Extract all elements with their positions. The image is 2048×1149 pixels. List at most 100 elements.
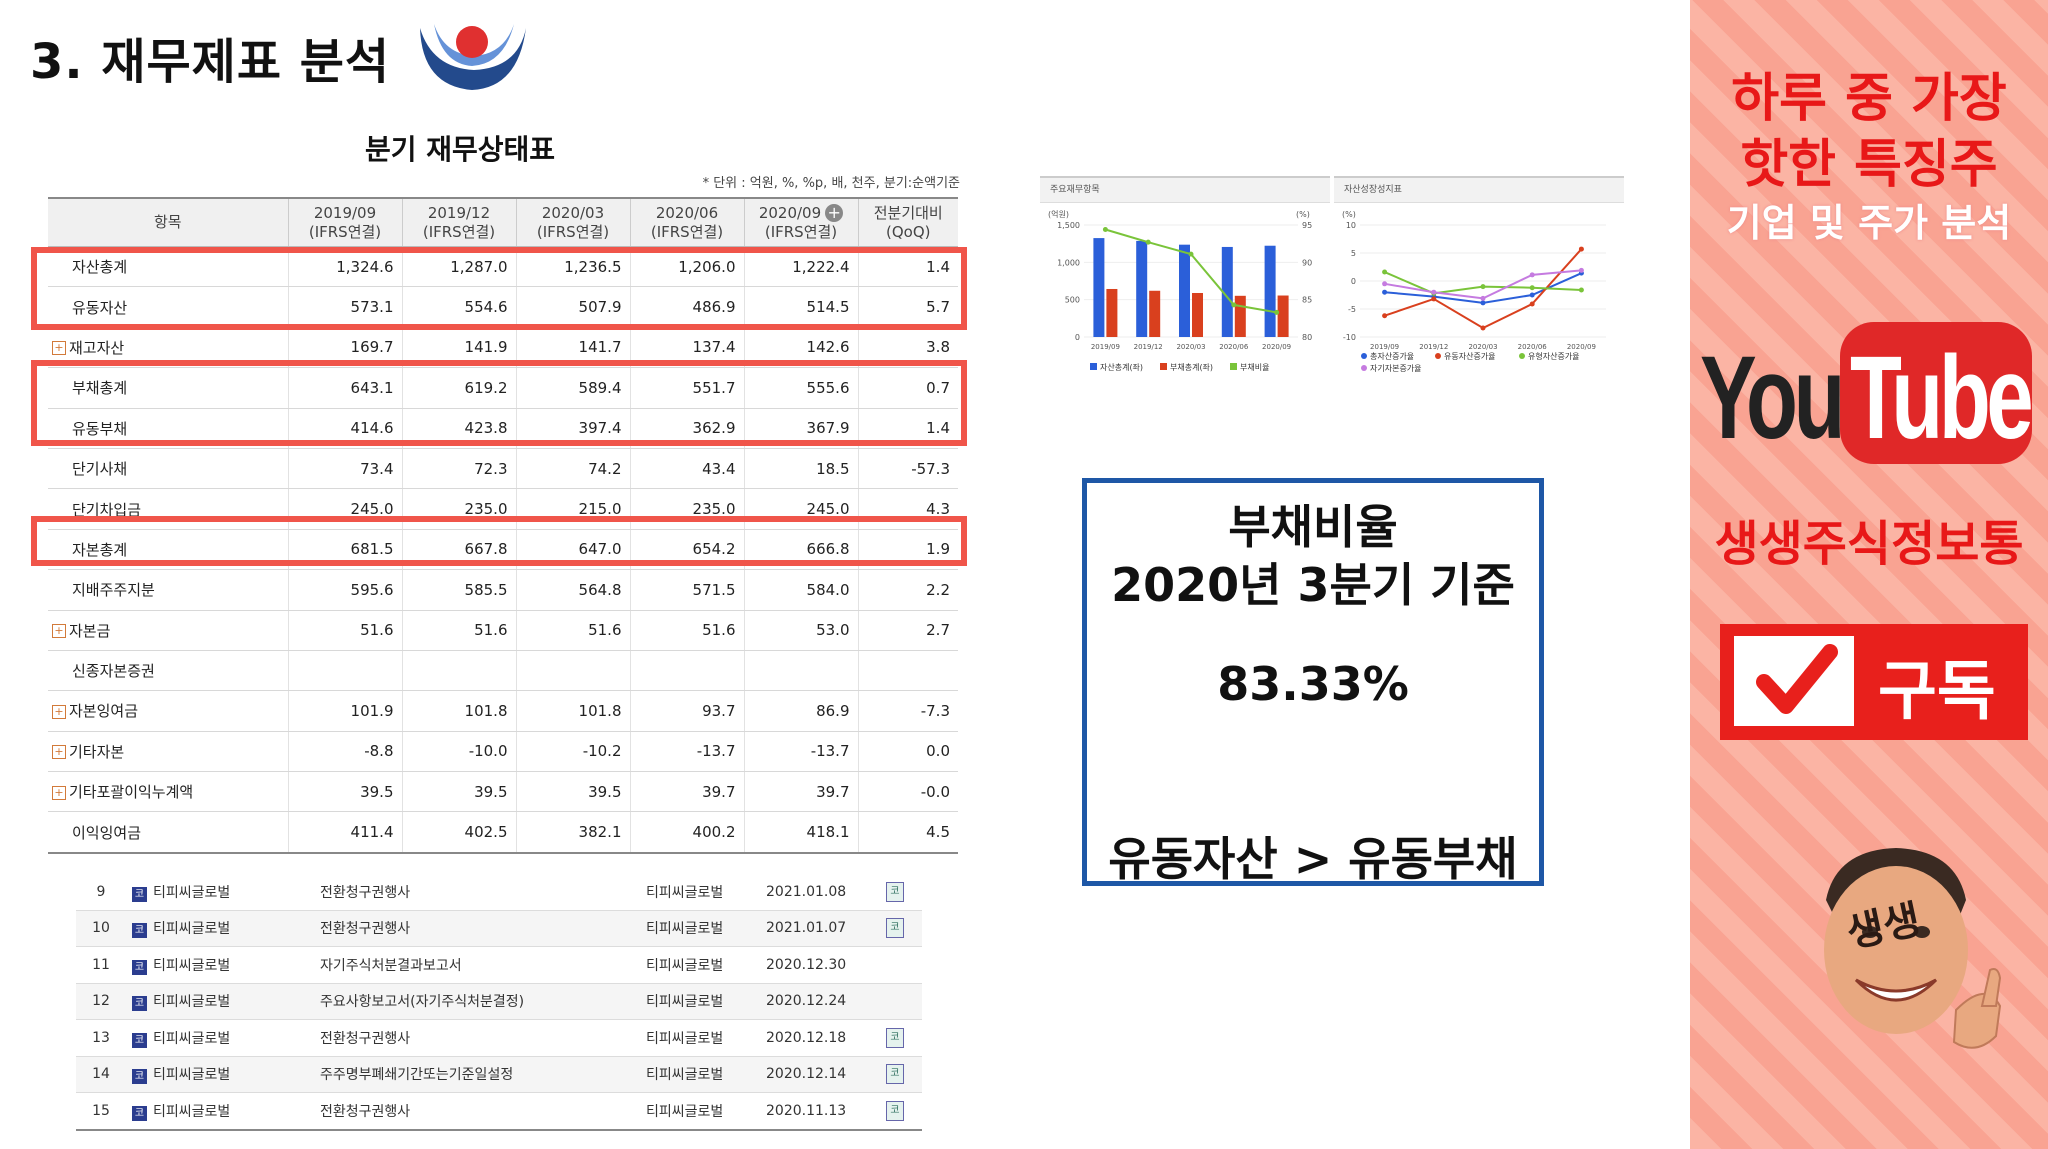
value-cell: 418.1 — [743, 811, 858, 854]
submitter-cell: 티피씨글로벌 — [640, 983, 760, 1020]
column-header-line2: (IFRS연결) — [650, 222, 724, 241]
value-cell: -57.3 — [857, 448, 958, 490]
row-label: 이익잉여금 — [72, 823, 142, 842]
x-tick-label: 2019/09 — [1091, 343, 1120, 351]
row-label-cell[interactable]: + 기타포괄이익누계액 — [48, 771, 288, 813]
kosdaq-badge-icon: 코 — [132, 1032, 147, 1048]
y-tick-label-right: 90 — [1302, 258, 1312, 267]
legend-label: 부채비율 — [1240, 362, 1269, 372]
submitter-cell: 티피씨글로벌 — [640, 1019, 760, 1057]
value-cell: 51.6 — [401, 610, 516, 651]
expand-row-icon[interactable]: + — [52, 341, 66, 356]
row-label-cell[interactable]: + 자본금 — [48, 610, 288, 651]
x-tick-label: 2020/09 — [1567, 343, 1596, 351]
disclosure-title-link[interactable]: 자기주식처분결과보고서 — [314, 946, 640, 984]
row-label: 자본금 — [69, 621, 111, 640]
value-cell: 2.2 — [857, 569, 958, 611]
value-cell: -8.8 — [287, 731, 402, 773]
company-name: 티피씨글로벌 — [153, 1030, 231, 1047]
avatar: 생생 — [1786, 830, 2016, 1070]
value-cell: 43.4 — [629, 448, 744, 490]
legend-swatch — [1230, 363, 1237, 370]
kosdaq-badge-icon: 코 — [132, 886, 147, 902]
value-cell: 1,206.0 — [629, 246, 744, 288]
company-cell: 코 티피씨글로벌 — [126, 874, 314, 911]
y-tick-label: 1,000 — [1057, 258, 1080, 267]
disclosure-title-link[interactable]: 주주명부폐쇄기간또는기준일설정 — [314, 1056, 640, 1093]
company-logo-icon — [420, 24, 526, 90]
subscribe-label: 구독 — [1878, 655, 1996, 729]
document-icon[interactable]: 코 — [886, 1027, 904, 1048]
row-label-cell: 신종자본증권 — [48, 650, 288, 692]
row-label-cell[interactable]: + 기타자본 — [48, 731, 288, 773]
column-header: 전분기대비 (QoQ) — [857, 197, 958, 247]
company-name: 티피씨글로벌 — [153, 994, 231, 1011]
x-tick-label: 2020/06 — [1219, 343, 1249, 351]
company-cell: 코 티피씨글로벌 — [126, 983, 314, 1020]
expand-row-icon[interactable]: + — [52, 745, 66, 760]
list-item: 12 코 티피씨글로벌 주요사항보고서(자기주식처분결정) 티피씨글로벌 2020.12.… — [76, 983, 922, 1020]
y-tick-label-right: 85 — [1302, 296, 1312, 305]
company-name: 티피씨글로벌 — [153, 884, 231, 901]
expand-column-icon[interactable]: + — [825, 203, 844, 222]
disclosure-title-link[interactable]: 전환청구권행사 — [314, 874, 640, 911]
x-tick-label: 2020/03 — [1468, 343, 1497, 351]
debt-ratio-point — [1188, 251, 1194, 257]
company-name: 티피씨글로벌 — [153, 957, 231, 974]
value-cell: 39.5 — [401, 771, 516, 813]
page-title: 3. 재무제표 분석 — [30, 34, 391, 90]
value-cell: 589.4 — [515, 367, 630, 409]
disclosure-title-link[interactable]: 전환청구권행사 — [314, 910, 640, 947]
value-cell: 74.2 — [515, 448, 630, 490]
value-cell: 564.8 — [515, 569, 630, 611]
x-tick-label: 2019/09 — [1370, 343, 1399, 351]
y-axis-unit-right: (%) — [1296, 210, 1310, 219]
list-item: 11 코 티피씨글로벌 자기주식처분결과보고서 티피씨글로벌 2020.12.30 — [76, 946, 922, 984]
column-header-line2: (IFRS연결) — [764, 222, 838, 241]
highlight-equity — [31, 516, 967, 566]
disclosure-title-link[interactable]: 전환청구권행사 — [314, 1019, 640, 1057]
expand-row-icon[interactable]: + — [52, 785, 66, 800]
disclosure-title-link[interactable]: 주요사항보고서(자기주식처분결정) — [314, 983, 640, 1020]
document-cell: 코 — [868, 910, 922, 947]
document-icon[interactable]: 코 — [886, 918, 904, 939]
legend-label: 자산총계(좌) — [1100, 362, 1143, 372]
date-cell: 2020.12.14 — [760, 1056, 868, 1093]
chart-title: 자산성장성지표 — [1334, 178, 1624, 203]
promo-line-1: 하루 중 가장 — [1731, 69, 2007, 129]
y-tick-label: 0 — [1075, 333, 1080, 342]
value-cell: 402.5 — [401, 811, 516, 854]
bar-total-assets — [1136, 240, 1148, 337]
growth-series-point — [1529, 285, 1535, 291]
balance-sheet-table: 항목 2019/09 (IFRS연결) 2019/12 (IFRS연결) 2020/03(… — [48, 197, 958, 854]
column-header-line1: 2020/06 — [655, 203, 719, 222]
document-icon[interactable]: 코 — [886, 1064, 904, 1085]
date-cell: 2021.01.08 — [760, 874, 868, 911]
submitter-cell: 티피씨글로벌 — [640, 946, 760, 984]
ratio-value: 83.33% — [1217, 657, 1409, 711]
list-item: 15 코 티피씨글로벌 전환청구권행사 티피씨글로벌 2020.11.13 코 — [76, 1092, 922, 1131]
row-label: 기타포괄이익누계액 — [69, 783, 194, 802]
value-cell: -0.0 — [857, 771, 958, 813]
youtube-logo-you: You — [1700, 332, 1846, 464]
table-row: + 자본금 51.6 51.6 51.6 51.6 53.0 2.7 — [48, 610, 958, 651]
debt-ratio-point — [1231, 302, 1237, 308]
column-header-line1: 2020/09 — [758, 203, 822, 222]
value-cell — [743, 650, 858, 692]
value-cell: 39.7 — [743, 771, 858, 813]
company-cell: 코 티피씨글로벌 — [126, 1019, 314, 1057]
growth-series-point — [1480, 325, 1486, 331]
value-cell: 39.7 — [629, 771, 744, 813]
y-tick-label: 5 — [1351, 249, 1356, 258]
y-tick-label-right: 80 — [1302, 333, 1312, 342]
company-name: 티피씨글로벌 — [153, 921, 231, 938]
document-icon[interactable]: 코 — [886, 1100, 904, 1121]
value-cell: -7.3 — [857, 690, 958, 732]
expand-row-icon[interactable]: + — [52, 704, 66, 719]
expand-row-icon[interactable]: + — [52, 624, 66, 639]
value-cell: 235.0 — [401, 488, 516, 530]
disclosure-title-link[interactable]: 전환청구권행사 — [314, 1092, 640, 1131]
row-label: 유동자산 — [72, 298, 128, 317]
row-label-cell[interactable]: + 자본잉여금 — [48, 690, 288, 732]
document-icon[interactable]: 코 — [886, 881, 904, 902]
